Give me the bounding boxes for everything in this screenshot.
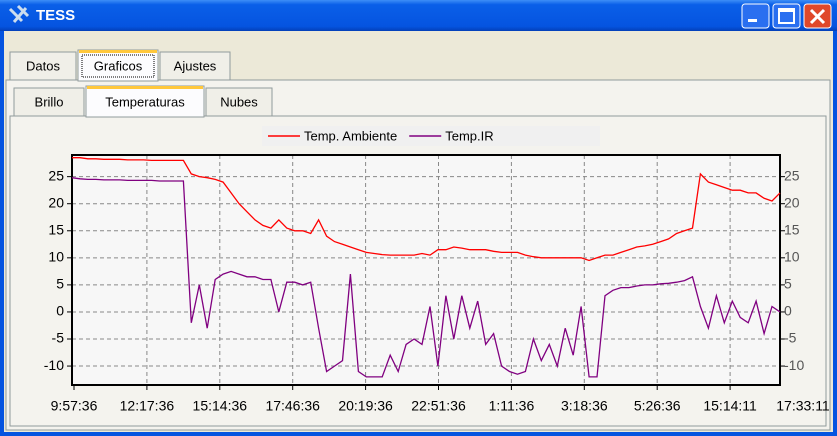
tab[interactable] <box>9 51 77 81</box>
x-tick-label: 9:57:36 <box>51 398 98 414</box>
tab-label: Graficos <box>94 58 143 73</box>
series-line <box>72 157 781 262</box>
plot-area <box>72 155 780 385</box>
legend-label: Temp.IR <box>445 128 493 143</box>
y2-tick-label: 20 <box>784 194 800 210</box>
legend-label: Temp. Ambiente <box>304 128 397 143</box>
y2-tick-label: 5 <box>784 276 792 292</box>
x-tick-label: 3:18:36 <box>561 398 608 414</box>
minimize-button[interactable] <box>741 3 770 29</box>
tab-highlight <box>79 50 157 53</box>
tab-label: Temperaturas <box>105 94 185 109</box>
tab-label: Ajustes <box>174 58 217 73</box>
tab-label: Datos <box>26 58 60 73</box>
maximize-button[interactable] <box>772 3 801 29</box>
y-tick-label: -5 <box>52 330 65 346</box>
y-tick-label: 25 <box>48 167 64 183</box>
x-tick-label: 12:17:36 <box>120 398 175 414</box>
y2-tick-label: -5 <box>784 330 797 346</box>
x-tick-label: 20:19:36 <box>338 398 393 414</box>
y-tick-label: 0 <box>56 303 64 319</box>
tab[interactable] <box>159 51 231 81</box>
focus-rect <box>81 54 155 78</box>
y-tick-label: 15 <box>48 221 64 237</box>
app-icon <box>8 4 30 23</box>
tab-label: Nubes <box>220 94 258 109</box>
x-tick-label: 5:26:36 <box>634 398 681 414</box>
x-tick-label: 17:46:36 <box>265 398 320 414</box>
y2-tick-label: 15 <box>784 221 800 237</box>
x-tick-label: 1:11:36 <box>489 398 535 414</box>
y2-tick-label: 25 <box>784 167 800 183</box>
y2-tick-label: 10 <box>784 249 800 265</box>
x-tick-label: 15:14:11 <box>703 398 757 414</box>
title-bar <box>0 0 837 31</box>
tab[interactable] <box>13 87 85 117</box>
tab-label: Brillo <box>35 94 64 109</box>
tab-highlight <box>87 86 203 89</box>
y-tick-label: 10 <box>48 249 64 265</box>
y-tick-label: 20 <box>48 194 64 210</box>
series-line <box>71 177 781 378</box>
y-tick-label: 5 <box>56 276 64 292</box>
y-tick-label: -10 <box>44 357 64 373</box>
close-button[interactable] <box>803 3 832 29</box>
plot-frame <box>71 154 781 386</box>
y2-tick-label: -10 <box>784 357 804 373</box>
tab[interactable] <box>205 87 273 117</box>
y2-tick-label: 0 <box>784 303 792 319</box>
x-tick-label: 22:51:36 <box>411 398 466 414</box>
x-tick-label: 17:33:11 <box>776 398 830 414</box>
x-tick-label: 15:14:36 <box>193 398 248 414</box>
tab[interactable] <box>85 85 205 118</box>
window-title: TESS <box>36 7 75 24</box>
